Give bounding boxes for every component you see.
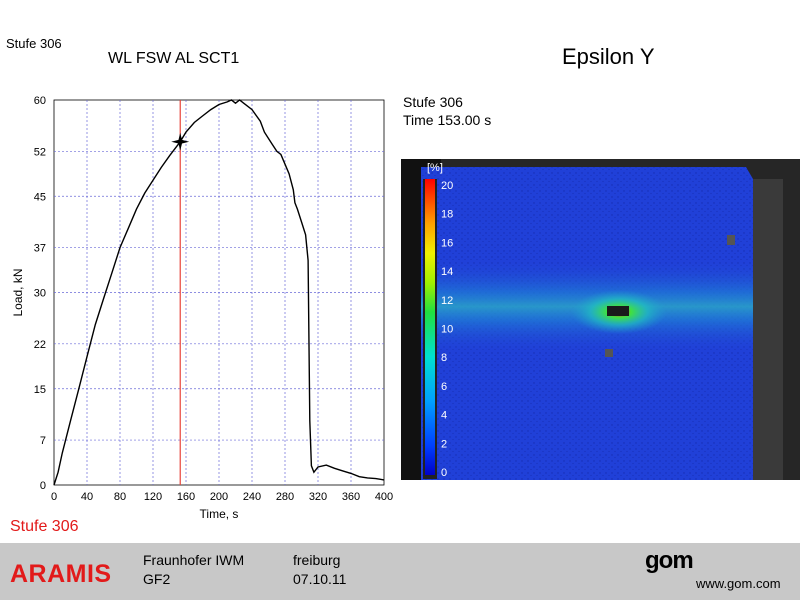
stage-label: Stufe 306 (6, 36, 62, 51)
colorbar-tick-label: 10 (441, 324, 453, 336)
y-tick-label: 0 (40, 480, 46, 492)
y-tick-label: 45 (34, 191, 46, 203)
colorbar-tick-label: 16 (441, 237, 453, 249)
gom-logo: gom (645, 547, 694, 574)
y-tick-label: 52 (34, 146, 46, 158)
chart-title: WL FSW AL SCT1 (108, 50, 240, 67)
x-tick-label: 0 (51, 491, 57, 503)
stage-info-stage: Stufe 306 (403, 94, 463, 110)
load-curve (53, 99, 385, 486)
organization-unit: GF2 (143, 571, 171, 587)
y-tick-label: 60 (34, 95, 46, 107)
colorbar-tick-label: 0 (441, 467, 447, 479)
colorbar-tick-label: 8 (441, 352, 447, 364)
x-tick-label: 160 (177, 491, 195, 503)
load-time-chart[interactable]: 0 40 80 120 160 200 240 280 320 360 400 0 7 15 22 30 37 4… (0, 90, 400, 520)
colorbar-tick-label: 20 (441, 180, 453, 192)
date: 07.10.11 (293, 571, 347, 587)
x-tick-label: 400 (375, 491, 393, 503)
stage-info-time: Time 153.00 s (403, 112, 492, 128)
y-tick-label: 15 (34, 384, 46, 396)
colorbar-tick-label: 4 (441, 410, 447, 422)
colorbar-tick-label: 12 (441, 295, 453, 307)
x-tick-label: 240 (243, 491, 261, 503)
x-tick-label: 200 (210, 491, 228, 503)
x-tick-label: 360 (342, 491, 360, 503)
notch (607, 306, 629, 316)
organization: Fraunhofer IWM (143, 552, 245, 568)
current-point-marker-icon (171, 132, 190, 151)
colorbar-tick-label: 6 (441, 381, 447, 393)
x-axis-label: Time, s (200, 507, 239, 520)
grid (54, 100, 384, 485)
ticks: 0 40 80 120 160 200 240 280 320 360 400 0 7 15 22 30 37 4… (34, 95, 393, 503)
y-axis-label: Load, kN (11, 268, 25, 316)
colorbar-unit: [%] (427, 162, 443, 174)
colorbar-tick-label: 14 (441, 266, 453, 278)
x-tick-label: 80 (114, 491, 126, 503)
marker-square-2 (605, 349, 613, 357)
stage-info: Stufe 306 Time 153.00 s (403, 93, 491, 129)
colorbar (425, 179, 435, 475)
x-tick-label: 120 (144, 491, 162, 503)
brand-name: ARAMIS (10, 560, 112, 588)
x-tick-label: 40 (81, 491, 93, 503)
footer: ARAMIS Fraunhofer IWM GF2 freiburg 07.10… (0, 543, 800, 600)
location: freiburg (293, 552, 341, 568)
x-tick-label: 320 (309, 491, 327, 503)
stage-label-bottom: Stufe 306 (10, 518, 79, 535)
marker-square-1 (727, 235, 735, 245)
y-tick-label: 30 (34, 288, 46, 300)
y-tick-label: 22 (34, 339, 46, 351)
x-tick-label: 280 (276, 491, 294, 503)
field-title: Epsilon Y (562, 44, 655, 69)
colorbar-tick-label: 2 (441, 438, 447, 450)
y-tick-label: 37 (34, 243, 46, 255)
y-tick-label: 7 (40, 435, 46, 447)
strain-field-view[interactable]: 20 18 16 14 12 10 8 6 4 2 0 [%] (401, 159, 800, 480)
colorbar-tick-label: 18 (441, 209, 453, 221)
website-link[interactable]: www.gom.com (696, 576, 781, 591)
